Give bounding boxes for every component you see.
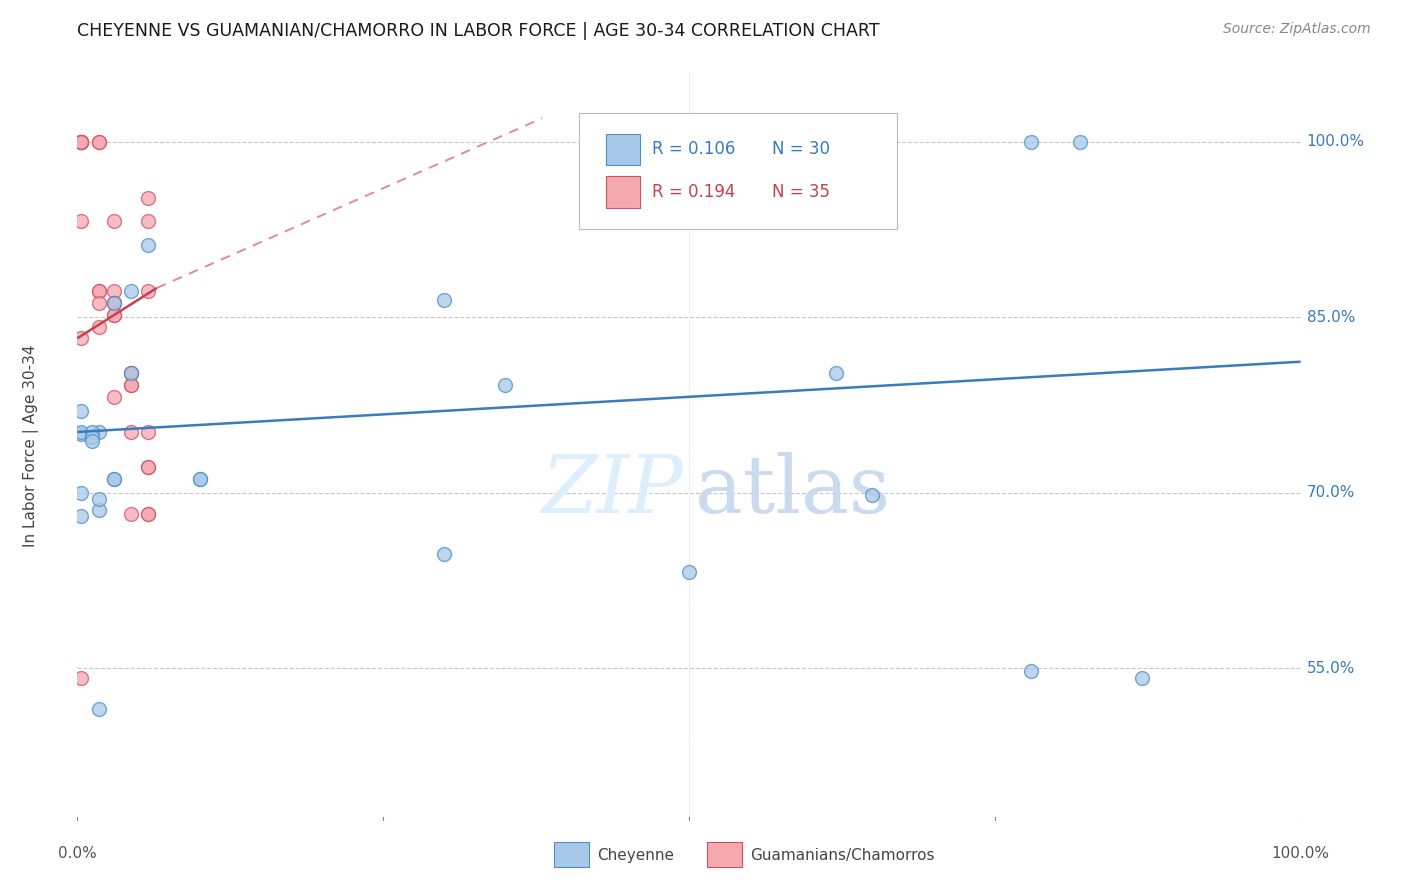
- Point: [70, 135, 93, 149]
- Point: [70, 671, 93, 685]
- Point: [70, 331, 93, 345]
- Bar: [707, 842, 741, 867]
- Point: [89, 285, 111, 299]
- Point: [120, 367, 142, 381]
- Point: [70, 425, 93, 439]
- Point: [136, 214, 159, 228]
- Point: [103, 308, 125, 322]
- Point: [136, 237, 159, 252]
- Text: 100.0%: 100.0%: [1271, 847, 1330, 862]
- Point: [80, 425, 103, 439]
- Point: [120, 285, 142, 299]
- Point: [89, 425, 111, 439]
- Point: [120, 378, 142, 392]
- Text: 100.0%: 100.0%: [1306, 134, 1365, 149]
- Text: ZIP: ZIP: [541, 452, 683, 530]
- Point: [89, 135, 111, 149]
- Point: [1021, 135, 1043, 149]
- Point: [70, 135, 93, 149]
- Point: [136, 507, 159, 521]
- Point: [70, 214, 93, 228]
- Text: Source: ZipAtlas.com: Source: ZipAtlas.com: [1223, 22, 1371, 37]
- Point: [120, 425, 142, 439]
- FancyBboxPatch shape: [579, 112, 897, 228]
- Point: [89, 296, 111, 310]
- Point: [89, 135, 111, 149]
- Point: [495, 378, 517, 392]
- Point: [188, 472, 211, 486]
- Text: 55.0%: 55.0%: [1306, 661, 1355, 676]
- Point: [862, 488, 884, 502]
- Point: [80, 434, 103, 449]
- Point: [120, 367, 142, 381]
- Bar: [554, 842, 589, 867]
- Point: [433, 547, 456, 561]
- Point: [1069, 135, 1091, 149]
- Point: [103, 214, 125, 228]
- Point: [70, 135, 93, 149]
- Point: [103, 472, 125, 486]
- Point: [433, 293, 456, 307]
- Point: [136, 285, 159, 299]
- Point: [678, 566, 700, 580]
- Point: [188, 472, 211, 486]
- Point: [136, 460, 159, 475]
- Text: R = 0.194: R = 0.194: [652, 183, 735, 201]
- Point: [120, 367, 142, 381]
- Point: [136, 507, 159, 521]
- Text: N = 30: N = 30: [772, 139, 830, 158]
- Point: [136, 425, 159, 439]
- Point: [120, 507, 142, 521]
- Point: [70, 404, 93, 418]
- Point: [103, 308, 125, 322]
- Point: [103, 296, 125, 310]
- Point: [70, 509, 93, 524]
- Point: [103, 285, 125, 299]
- Point: [70, 135, 93, 149]
- Text: CHEYENNE VS GUAMANIAN/CHAMORRO IN LABOR FORCE | AGE 30-34 CORRELATION CHART: CHEYENNE VS GUAMANIAN/CHAMORRO IN LABOR …: [77, 22, 880, 40]
- Text: In Labor Force | Age 30-34: In Labor Force | Age 30-34: [22, 344, 39, 548]
- Point: [103, 390, 125, 404]
- Bar: [606, 177, 640, 208]
- Point: [80, 430, 103, 444]
- Text: 70.0%: 70.0%: [1306, 485, 1355, 500]
- Point: [103, 296, 125, 310]
- Text: Guamanians/Chamorros: Guamanians/Chamorros: [751, 847, 935, 863]
- Point: [89, 503, 111, 517]
- Text: atlas: atlas: [695, 452, 890, 530]
- Point: [103, 296, 125, 310]
- Point: [70, 135, 93, 149]
- Point: [103, 472, 125, 486]
- Point: [89, 491, 111, 506]
- Point: [120, 378, 142, 392]
- Point: [136, 460, 159, 475]
- Text: 85.0%: 85.0%: [1306, 310, 1355, 325]
- Point: [136, 191, 159, 205]
- Text: 0.0%: 0.0%: [58, 847, 97, 862]
- Text: R = 0.106: R = 0.106: [652, 139, 735, 158]
- Point: [89, 285, 111, 299]
- Point: [89, 702, 111, 716]
- Point: [89, 319, 111, 334]
- Bar: [606, 134, 640, 165]
- Text: Cheyenne: Cheyenne: [598, 847, 675, 863]
- Point: [1021, 664, 1043, 678]
- Point: [70, 427, 93, 442]
- Point: [1130, 671, 1153, 685]
- Point: [824, 367, 846, 381]
- Text: N = 35: N = 35: [772, 183, 830, 201]
- Point: [70, 486, 93, 500]
